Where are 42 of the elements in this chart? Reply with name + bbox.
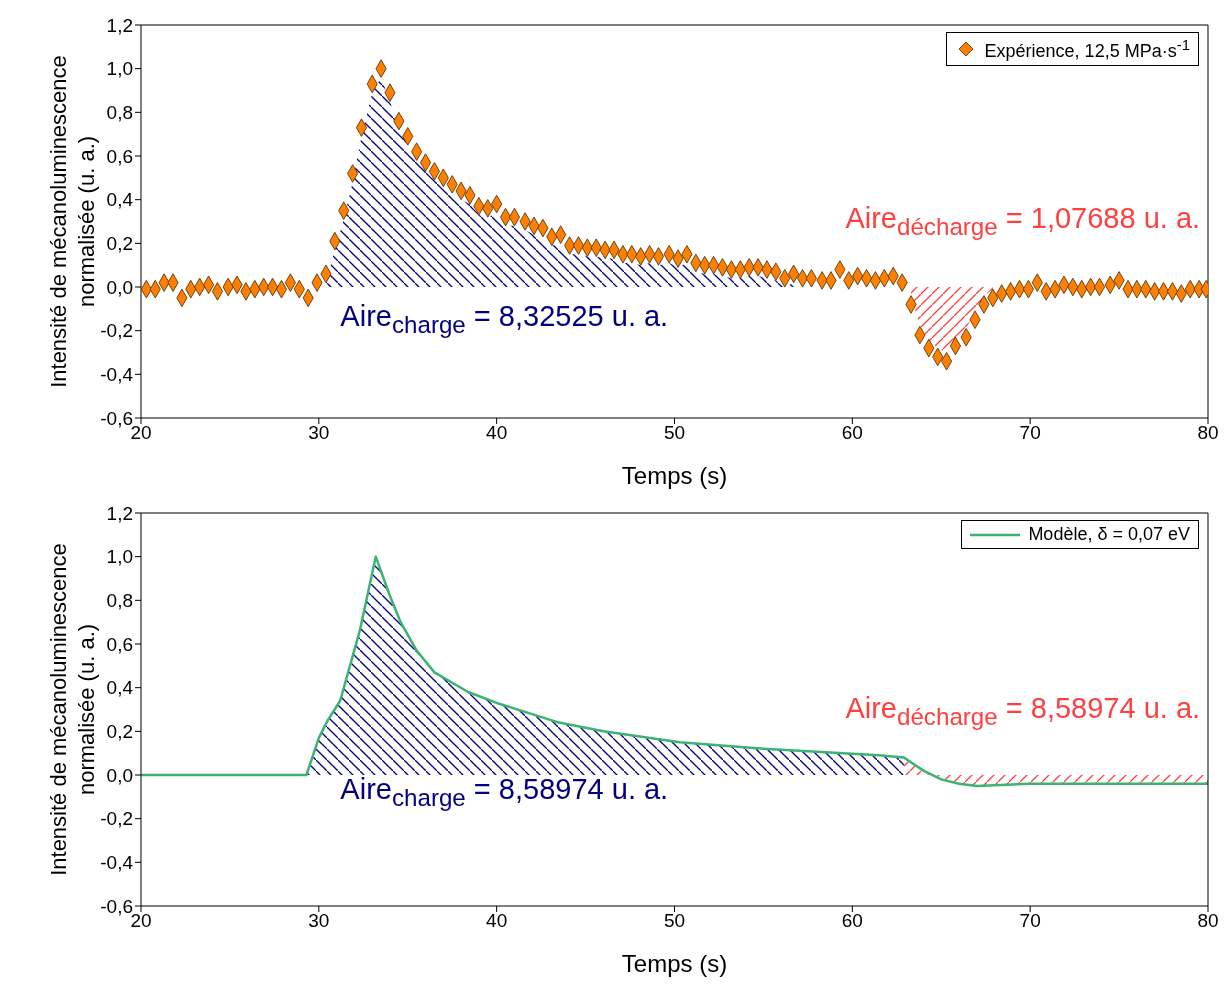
y-axis-title: Intensité de mécanoluminescence normalisée (u. a.) (46, 543, 99, 876)
annotation: Aire$_{charge}$ = 8,32525 u. a. (340, 300, 669, 340)
x-axis-title: Temps (s) (621, 950, 728, 977)
x-tick-label: 50 (663, 422, 686, 444)
legend-label: Expérience, 12,5 MPa·s$^{-1}$ (984, 36, 1190, 62)
annotation: Aire$_{charge}$ = 8,58974 u. a. (340, 773, 669, 812)
y-tick-label: -0,2 (100, 320, 133, 342)
x-tick-label: 70 (1019, 422, 1041, 444)
y-tick-label: 0,4 (106, 677, 134, 699)
y-tick-label: 0,2 (106, 721, 133, 743)
x-tick-label: 50 (663, 910, 686, 932)
y-tick-label: -0,4 (100, 364, 134, 386)
y-tick-label: 1,0 (106, 58, 133, 80)
y-tick-label: 1,2 (106, 14, 133, 36)
y-tick-label: 0,6 (106, 145, 133, 167)
x-tick-label: 30 (308, 910, 330, 932)
y-tick-label: 0,8 (106, 102, 133, 124)
x-axis-title: Temps (s) (621, 462, 728, 489)
x-tick-label: 60 (841, 422, 863, 444)
y-tick-label: 0,4 (106, 189, 134, 211)
x-tick-label: 80 (1197, 422, 1219, 444)
y-tick-label: 0,0 (106, 276, 133, 298)
x-tick-label: 40 (486, 422, 508, 444)
y-tick-label: -0,6 (100, 895, 133, 917)
y-tick-label: 1,2 (106, 502, 133, 524)
x-tick-label: 60 (841, 910, 863, 932)
x-tick-label: 30 (308, 422, 330, 444)
y-tick-label: 0,6 (106, 633, 133, 655)
y-tick-label: -0,4 (100, 852, 134, 874)
y-tick-label: -0,6 (100, 407, 133, 429)
x-tick-label: 40 (486, 910, 508, 932)
y-tick-label: 0,2 (106, 233, 133, 255)
x-tick-label: 80 (1197, 910, 1219, 932)
annotation: Aire$_{décharge}$ = 1,07688 u. a. (845, 201, 1201, 241)
y-axis-title: Intensité de mécanoluminescence normalisée (u. a.) (46, 55, 99, 388)
x-tick-label: 70 (1019, 910, 1041, 932)
y-tick-label: -0,2 (100, 808, 133, 830)
y-tick-label: 0,0 (106, 764, 133, 786)
annotation: Aire$_{décharge}$ = 8,58974 u. a. (845, 692, 1201, 731)
legend-label: Modèle, δ = 0,07 eV (1028, 524, 1190, 545)
y-tick-label: 1,0 (106, 546, 133, 568)
y-tick-label: 0,8 (106, 590, 133, 612)
